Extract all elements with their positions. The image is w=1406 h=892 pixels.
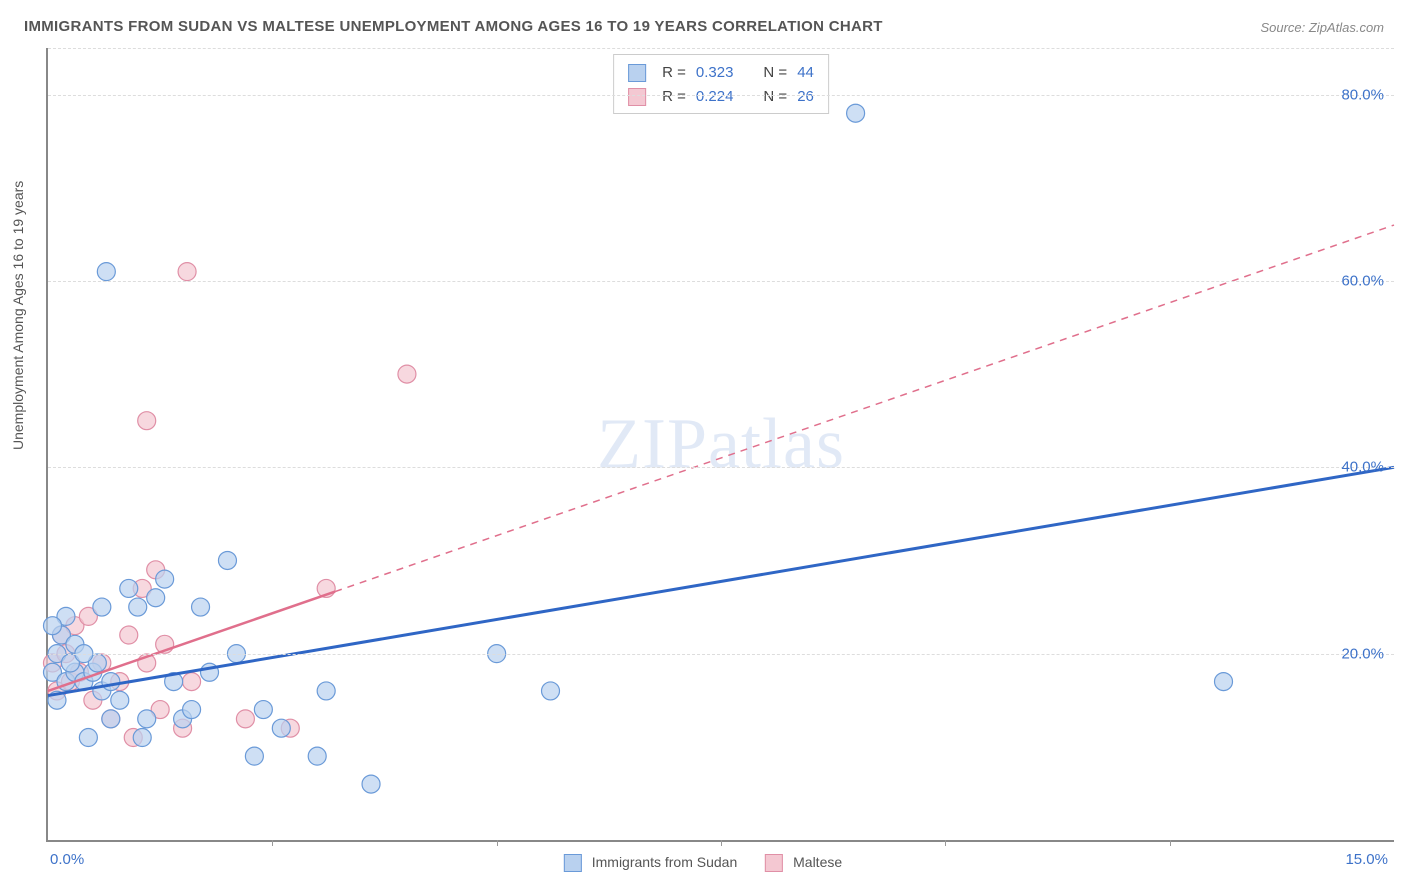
scatter-point [120,626,138,644]
scatter-point [317,682,335,700]
series-legend: Immigrants from Sudan Maltese [564,854,842,872]
chart-title: IMMIGRANTS FROM SUDAN VS MALTESE UNEMPLO… [24,18,883,35]
legend-label-maltese: Maltese [793,854,842,870]
scatter-point [156,570,174,588]
swatch-sudan [628,64,646,82]
scatter-point [362,775,380,793]
swatch-sudan [564,854,582,872]
r-value-sudan: 0.323 [696,61,734,85]
legend-row-maltese: R = 0.224 N = 26 [628,85,814,109]
scatter-point [138,710,156,728]
scatter-point [308,747,326,765]
scatter-point [111,691,129,709]
scatter-point [236,710,254,728]
scatter-point [192,598,210,616]
legend-item-sudan: Immigrants from Sudan [564,854,737,872]
x-tick [272,840,273,846]
scatter-point [120,579,138,597]
y-tick-label: 40.0% [1341,459,1384,476]
y-tick-label: 80.0% [1341,86,1384,103]
n-value-sudan: 44 [797,61,814,85]
x-tick [721,840,722,846]
plot-area: ZIPatlas R = 0.323 N = 44 R = 0.224 N = … [46,48,1394,842]
y-tick-label: 60.0% [1341,272,1384,289]
x-tick [497,840,498,846]
r-label: R = [662,61,686,85]
scatter-point [183,701,201,719]
n-label: N = [763,61,787,85]
legend-label-sudan: Immigrants from Sudan [592,854,738,870]
scatter-point [102,710,120,728]
r-label: R = [662,85,686,109]
scatter-point [183,673,201,691]
scatter-point [133,729,151,747]
correlation-legend: R = 0.323 N = 44 R = 0.224 N = 26 [613,54,829,114]
scatter-point [847,104,865,122]
scatter-point [272,719,290,737]
scatter-point [93,598,111,616]
scatter-point [398,365,416,383]
x-tick [945,840,946,846]
gridline [48,467,1394,468]
scatter-svg [48,48,1394,840]
scatter-point [147,589,165,607]
x-axis-start-label: 0.0% [50,851,84,868]
n-label: N = [763,85,787,109]
scatter-point [129,598,147,616]
scatter-point [254,701,272,719]
regression-line-sudan [48,467,1394,695]
swatch-maltese [628,88,646,106]
gridline [48,281,1394,282]
y-tick-label: 20.0% [1341,645,1384,662]
scatter-point [97,263,115,281]
legend-item-maltese: Maltese [765,854,842,872]
scatter-point [245,747,263,765]
scatter-point [43,617,61,635]
scatter-point [1215,673,1233,691]
x-axis-end-label: 15.0% [1345,851,1388,868]
scatter-point [138,412,156,430]
scatter-point [542,682,560,700]
legend-row-sudan: R = 0.323 N = 44 [628,61,814,85]
gridline [48,654,1394,655]
source-attribution: Source: ZipAtlas.com [1260,20,1384,35]
r-value-maltese: 0.224 [696,85,734,109]
y-axis-label: Unemployment Among Ages 16 to 19 years [10,181,26,450]
scatter-point [178,263,196,281]
gridline [48,48,1394,49]
scatter-point [79,729,97,747]
swatch-maltese [765,854,783,872]
scatter-point [218,551,236,569]
x-tick [1170,840,1171,846]
gridline [48,95,1394,96]
n-value-maltese: 26 [797,85,814,109]
scatter-point [102,673,120,691]
